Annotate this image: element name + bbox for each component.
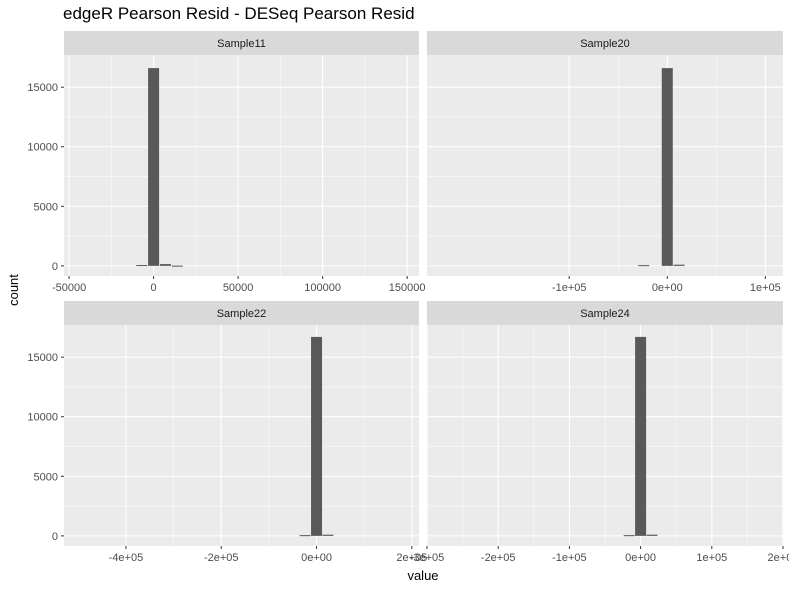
y-tick-label: 15000 (27, 352, 58, 364)
y-axis-title: count (6, 274, 21, 306)
y-tick-label: 15000 (27, 82, 58, 94)
x-tick-label: 100000 (304, 282, 341, 294)
x-tick-label: -2e+05 (204, 552, 239, 564)
histogram-bar (148, 68, 160, 266)
histogram-bar (638, 265, 650, 267)
x-tick-label: 0e+00 (301, 552, 332, 564)
histogram-bar (646, 534, 658, 536)
y-tick-label: 5000 (34, 471, 58, 483)
facet-label: Sample22 (217, 308, 267, 320)
facet-panel (64, 55, 419, 276)
chart-title: edgeR Pearson Resid - DESeq Pearson Resi… (63, 4, 415, 23)
facet-strip (427, 31, 783, 55)
y-tick-label: 10000 (27, 142, 58, 154)
y-tick-label: 5000 (34, 201, 58, 213)
histogram-bar (136, 265, 148, 267)
facet-strip (64, 31, 419, 55)
facet-panel (64, 325, 419, 546)
facet-label: Sample24 (580, 308, 630, 320)
facet-label: Sample11 (217, 38, 266, 50)
x-tick-label: -1e+05 (552, 282, 587, 294)
facet-strip (64, 301, 419, 325)
histogram-bar (159, 264, 171, 266)
x-tick-label: -4e+05 (109, 552, 144, 564)
x-tick-label: 1e+05 (696, 552, 727, 564)
facet-panel (427, 55, 783, 276)
histogram-bar (635, 336, 647, 536)
x-axis-title: value (407, 568, 438, 583)
x-tick-label: 50000 (223, 282, 254, 294)
y-tick-label: 0 (52, 531, 58, 543)
x-tick-label: 1e+05 (750, 282, 781, 294)
histogram-bar (171, 265, 183, 267)
histogram-bar (299, 535, 311, 537)
x-tick-label: -3e+05 (410, 552, 445, 564)
histogram-bar (322, 534, 334, 536)
x-tick-label: -1e+05 (552, 552, 587, 564)
histogram-bar (673, 264, 685, 266)
x-tick-label: 2e+05 (768, 552, 789, 564)
y-tick-label: 10000 (27, 412, 58, 424)
y-tick-label: 0 (52, 261, 58, 273)
facet-strip (427, 301, 783, 325)
x-tick-label: -50000 (52, 282, 86, 294)
x-tick-label: -2e+05 (481, 552, 516, 564)
facet-label: Sample20 (580, 38, 630, 50)
x-tick-label: 0 (151, 282, 157, 294)
x-tick-label: 2e+05 (396, 552, 427, 564)
histogram-bar (623, 535, 635, 537)
histogram-bar (311, 336, 323, 536)
histogram-bar (661, 68, 673, 266)
x-tick-label: 0e+00 (625, 552, 656, 564)
x-tick-label: 0e+00 (652, 282, 683, 294)
x-tick-label: 150000 (389, 282, 426, 294)
